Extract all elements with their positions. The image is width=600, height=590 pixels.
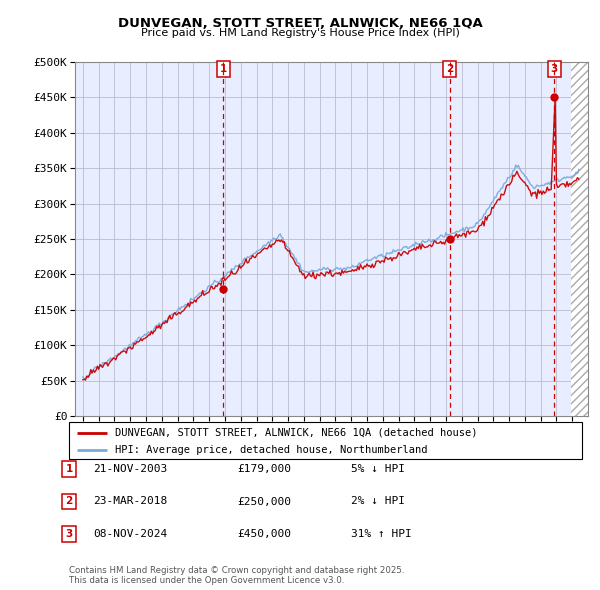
Text: 31% ↑ HPI: 31% ↑ HPI bbox=[351, 529, 412, 539]
Text: 2: 2 bbox=[446, 64, 453, 74]
Text: 21-NOV-2003: 21-NOV-2003 bbox=[93, 464, 167, 474]
Text: 5% ↓ HPI: 5% ↓ HPI bbox=[351, 464, 405, 474]
Text: DUNVEGAN, STOTT STREET, ALNWICK, NE66 1QA (detached house): DUNVEGAN, STOTT STREET, ALNWICK, NE66 1Q… bbox=[115, 428, 478, 438]
Text: 3: 3 bbox=[551, 64, 558, 74]
Text: 3: 3 bbox=[65, 529, 73, 539]
Text: Contains HM Land Registry data © Crown copyright and database right 2025.
This d: Contains HM Land Registry data © Crown c… bbox=[69, 566, 404, 585]
Text: 2: 2 bbox=[65, 497, 73, 506]
Text: £450,000: £450,000 bbox=[237, 529, 291, 539]
Text: £179,000: £179,000 bbox=[237, 464, 291, 474]
Text: 1: 1 bbox=[65, 464, 73, 474]
Bar bbox=[571, 62, 596, 416]
Text: Price paid vs. HM Land Registry's House Price Index (HPI): Price paid vs. HM Land Registry's House … bbox=[140, 28, 460, 38]
Text: HPI: Average price, detached house, Northumberland: HPI: Average price, detached house, Nort… bbox=[115, 445, 428, 455]
Text: 2% ↓ HPI: 2% ↓ HPI bbox=[351, 497, 405, 506]
Text: 08-NOV-2024: 08-NOV-2024 bbox=[93, 529, 167, 539]
FancyBboxPatch shape bbox=[69, 422, 582, 459]
Text: £250,000: £250,000 bbox=[237, 497, 291, 506]
Text: DUNVEGAN, STOTT STREET, ALNWICK, NE66 1QA: DUNVEGAN, STOTT STREET, ALNWICK, NE66 1Q… bbox=[118, 17, 482, 30]
Text: 23-MAR-2018: 23-MAR-2018 bbox=[93, 497, 167, 506]
Text: 1: 1 bbox=[220, 64, 227, 74]
